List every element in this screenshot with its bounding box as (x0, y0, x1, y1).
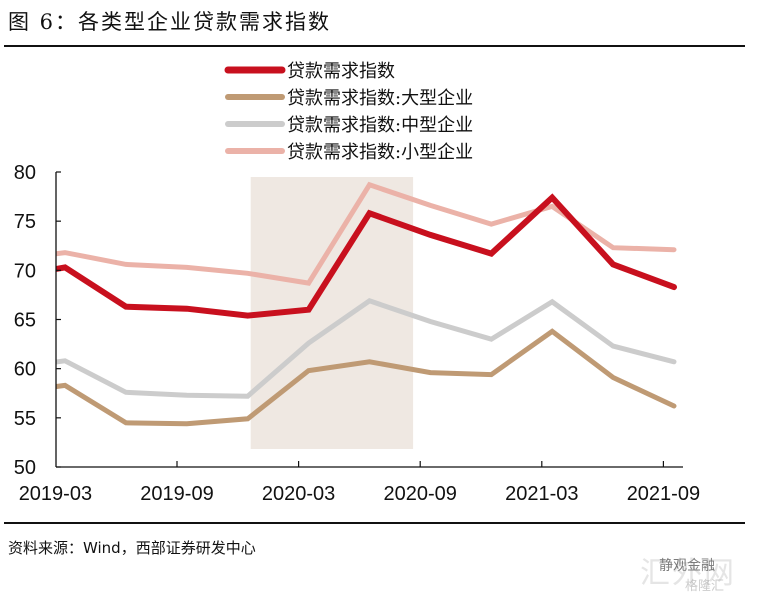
watermark-large: 汇外网 (640, 556, 736, 591)
source-note: 资料来源：Wind，西部证券研发中心 (8, 539, 256, 557)
watermark-middle: 静观金融 (659, 558, 715, 574)
series-line-0 (56, 193, 677, 319)
line-chart: 50 55 60 65 70 75 80 2019-03 2019-09 2020-03 2020-… (14, 61, 700, 505)
y-tick-label: 50 (14, 457, 36, 479)
series-line-1 (56, 328, 677, 427)
y-tick-label: 75 (14, 211, 36, 233)
legend-label: 贷款需求指数:大型企业 (287, 88, 473, 109)
y-tick-label: 80 (14, 162, 36, 184)
series-line-3 (56, 181, 677, 286)
bottom-rule (4, 522, 745, 524)
x-tick-label: 2019-03 (19, 483, 92, 505)
y-tick-label: 55 (14, 408, 36, 430)
legend-label: 贷款需求指数:小型企业 (287, 142, 473, 163)
x-tick-label: 2021-03 (505, 483, 578, 505)
watermark-small: 格隆汇 (685, 579, 725, 594)
x-tick-label: 2020-09 (383, 483, 456, 505)
series-line-2 (56, 298, 677, 399)
x-tick-label: 2021-09 (627, 483, 700, 505)
legend-label: 贷款需求指数:中型企业 (287, 115, 473, 136)
y-tick-label: 60 (14, 359, 36, 381)
figure-title: 图 6：各类型企业贷款需求指数 (8, 10, 332, 34)
legend-label: 贷款需求指数 (287, 61, 395, 82)
y-tick-label: 70 (14, 260, 36, 282)
x-tick-label: 2020-03 (262, 483, 335, 505)
y-tick-label: 65 (14, 310, 36, 332)
x-tick-label: 2019-09 (140, 483, 213, 505)
top-rule (4, 45, 745, 47)
